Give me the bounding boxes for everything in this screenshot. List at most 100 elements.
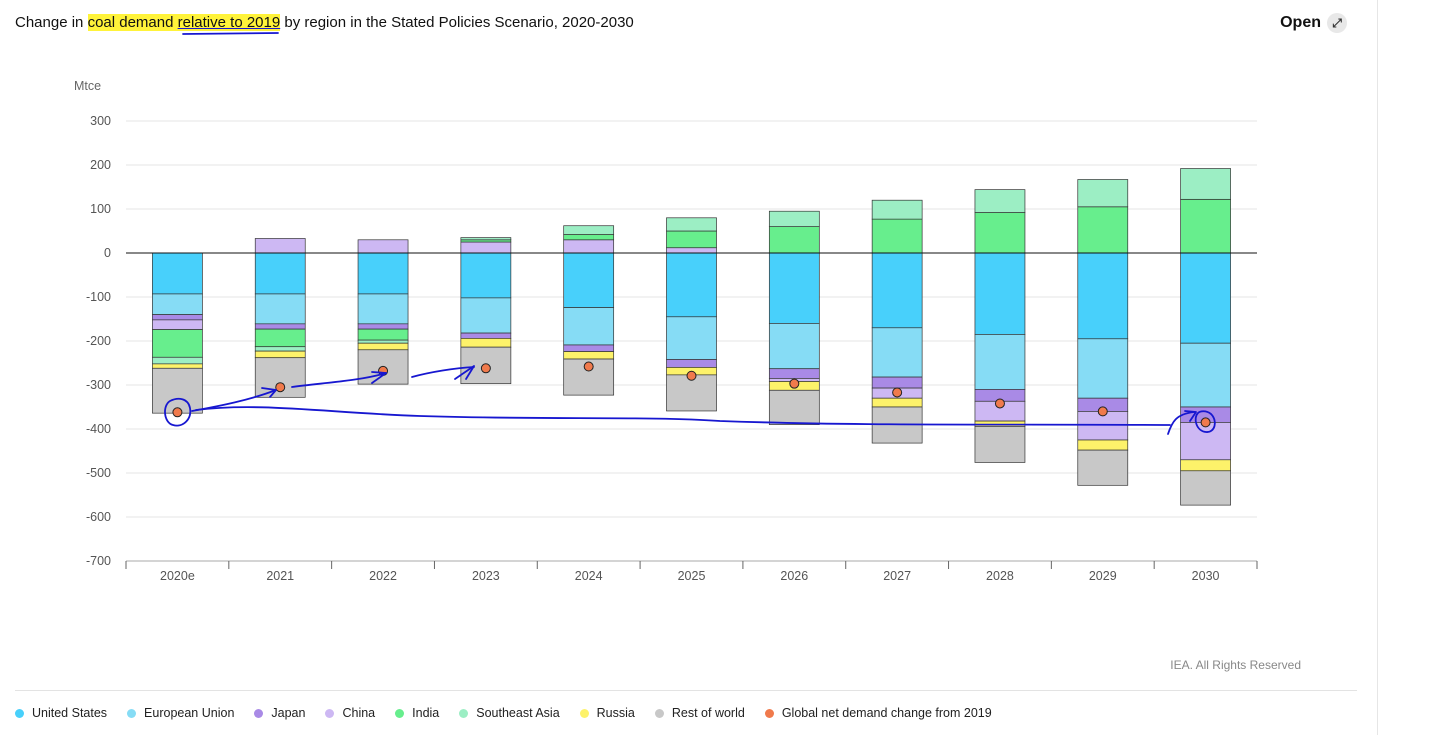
x-tick-label: 2028 xyxy=(986,569,1014,583)
bar-segment-united-states xyxy=(357,252,409,295)
net-demand-point xyxy=(583,361,594,372)
open-button[interactable]: Open ⤢ xyxy=(1280,13,1347,33)
bar-segment-rest-of-world xyxy=(768,389,820,425)
x-tick-label: 2020e xyxy=(160,569,195,583)
bar-segment-european-union xyxy=(974,334,1026,390)
bar-segment-japan xyxy=(357,323,409,330)
legend-swatch xyxy=(127,708,137,718)
bar-segment-china xyxy=(666,247,717,254)
bar-segment-rest-of-world xyxy=(357,349,409,385)
legend-swatch xyxy=(325,708,335,718)
chart-legend: United States European Union Japan China Ind… xyxy=(15,706,1012,720)
chart-title: Change in coal demand relative to 2019 b… xyxy=(15,14,634,31)
bar-segment-india xyxy=(666,230,717,249)
bar-segment-japan xyxy=(152,314,203,321)
legend-item-india[interactable]: India xyxy=(395,706,439,720)
net-demand-point xyxy=(1200,417,1211,428)
bar-segment-russia xyxy=(563,351,615,360)
bar-segment-southeast-asia xyxy=(768,210,820,227)
bar-segment-european-union xyxy=(254,293,306,325)
bar-segment-japan xyxy=(768,368,820,379)
legend-item-united-states[interactable]: United States xyxy=(15,706,107,720)
bar-segment-southeast-asia xyxy=(871,199,923,220)
bar-segment-united-states xyxy=(1077,252,1129,340)
y-tick-label: -700 xyxy=(86,554,111,568)
bar-segment-japan xyxy=(254,323,306,330)
legend-item-japan[interactable]: Japan xyxy=(254,706,305,720)
stacked-bar-chart: Mtce 300 200 100 0 -100 -200 -300 -400 -500 -600 -7… xyxy=(74,32,1258,583)
legend-label: European Union xyxy=(144,706,235,720)
legend-item-russia[interactable]: Russia xyxy=(579,706,635,720)
bar-segment-united-states xyxy=(152,252,203,295)
bar-segment-southeast-asia xyxy=(974,189,1026,213)
x-tick-label: 2023 xyxy=(472,569,500,583)
x-tick-label: 2021 xyxy=(266,569,294,583)
bar-segment-rest-of-world xyxy=(974,426,1026,463)
y-tick-label: -200 xyxy=(86,334,111,348)
legend-divider xyxy=(15,690,1357,691)
y-tick-label: 300 xyxy=(90,114,111,128)
bar-segment-southeast-asia xyxy=(460,237,512,241)
bar-segment-russia xyxy=(254,350,306,359)
net-demand-point xyxy=(1097,406,1108,417)
bar-segment-china xyxy=(563,239,615,254)
legend-label: Southeast Asia xyxy=(476,706,560,720)
y-axis-unit-label: Mtce xyxy=(74,79,101,93)
legend-item-european-union[interactable]: European Union xyxy=(127,706,234,720)
bar-segment-china xyxy=(357,239,409,254)
legend-item-china[interactable]: China xyxy=(325,706,375,720)
legend-label: China xyxy=(342,706,376,720)
bar-segment-india xyxy=(974,212,1026,254)
bar-segment-rest-of-world xyxy=(666,374,717,412)
x-tick-label: 2029 xyxy=(1089,569,1117,583)
annotation-stroke xyxy=(164,397,192,427)
bar-segment-russia xyxy=(460,338,512,348)
y-tick-label: -100 xyxy=(86,290,111,304)
bar-segment-european-union xyxy=(357,293,409,325)
bar-segment-japan xyxy=(460,332,512,339)
bar-segment-united-states xyxy=(768,252,820,324)
net-demand-point xyxy=(172,407,183,418)
y-tick-label: -400 xyxy=(86,422,111,436)
net-demand-point xyxy=(892,387,903,398)
annotation-stroke xyxy=(291,372,387,388)
legend-item-rest-of-world[interactable]: Rest of world xyxy=(654,706,745,720)
bar-segment-india xyxy=(357,328,409,341)
title-highlight-coal-demand: coal demand xyxy=(87,14,178,31)
bar-segment-united-states xyxy=(460,252,512,299)
annotation-stroke xyxy=(1194,410,1216,433)
bar-segment-european-union xyxy=(152,293,203,315)
bar-segment-united-states xyxy=(1180,252,1231,344)
legend-label: Japan xyxy=(271,706,306,720)
net-demand-point xyxy=(275,382,286,393)
bar-segment-united-states xyxy=(563,252,615,308)
bar-segment-china xyxy=(254,238,306,254)
annotation-stroke xyxy=(1184,410,1197,422)
legend-label: Rest of world xyxy=(671,706,745,720)
y-tick-label: -500 xyxy=(86,466,111,480)
bar-segment-rest-of-world xyxy=(1077,449,1129,486)
legend-swatch xyxy=(254,708,264,718)
bar-segment-russia xyxy=(871,397,923,408)
bar-segment-southeast-asia xyxy=(254,346,306,352)
legend-swatch xyxy=(459,708,469,718)
bar-segment-southeast-asia xyxy=(1077,179,1129,208)
bar-segment-japan xyxy=(563,344,615,352)
bar-segment-european-union xyxy=(871,327,923,378)
title-highlight-relative-to-2019: relative to 2019 xyxy=(177,14,281,31)
expand-icon[interactable]: ⤢ xyxy=(1327,13,1347,33)
y-tick-label: 0 xyxy=(104,246,111,260)
legend-item-southeast-asia[interactable]: Southeast Asia xyxy=(459,706,560,720)
bar-segment-india xyxy=(1180,198,1231,254)
bar-segment-rest-of-world xyxy=(152,367,203,414)
bar-segment-southeast-asia xyxy=(666,217,717,232)
title-prefix: Change in xyxy=(15,14,88,31)
legend-swatch xyxy=(764,708,774,718)
bar-segment-india xyxy=(254,328,306,348)
x-tick-label: 2026 xyxy=(780,569,808,583)
bar-segment-rest-of-world xyxy=(254,357,306,398)
legend-item-global-net-demand-change-from-2019[interactable]: Global net demand change from 2019 xyxy=(764,706,992,720)
bar-segment-india xyxy=(1077,206,1129,254)
bar-segment-russia xyxy=(357,342,409,351)
bar-segment-united-states xyxy=(666,252,717,318)
